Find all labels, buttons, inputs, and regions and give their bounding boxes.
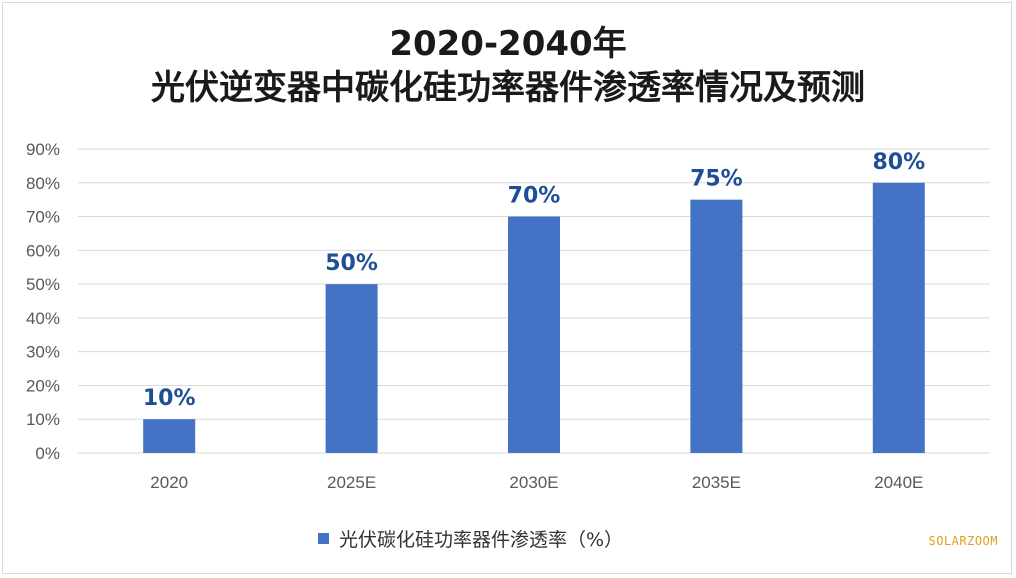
y-tick-label: 30% <box>26 343 60 362</box>
x-tick-label: 2025E <box>327 473 376 492</box>
x-tick-label: 2020 <box>150 473 188 492</box>
x-tick-label: 2035E <box>692 473 741 492</box>
x-tick-label: 2030E <box>509 473 558 492</box>
y-tick-label: 60% <box>26 241 60 260</box>
bar <box>143 419 196 453</box>
watermark: SOLARZOOM <box>928 534 998 548</box>
legend-swatch <box>318 532 329 544</box>
x-tick-label: 2040E <box>874 473 923 492</box>
data-label: 10% <box>143 386 196 411</box>
data-label: 70% <box>508 184 561 209</box>
y-tick-label: 0% <box>35 444 60 463</box>
y-tick-label: 20% <box>26 376 60 395</box>
legend-label: 光伏碳化硅功率器件渗透率（%） <box>339 528 624 551</box>
y-tick-label: 40% <box>26 309 60 328</box>
bar <box>508 216 560 453</box>
chart-title-line1: 2020-2040年 <box>389 24 627 64</box>
data-label: 75% <box>690 167 743 192</box>
bar <box>872 182 925 453</box>
y-tick-label: 70% <box>26 208 60 227</box>
y-tick-label: 80% <box>26 174 60 193</box>
bar <box>690 199 743 453</box>
data-label: 50% <box>325 251 378 276</box>
chart-title-line2: 光伏逆变器中碳化硅功率器件渗透率情况及预测 <box>151 68 865 108</box>
y-tick-label: 50% <box>26 275 60 294</box>
legend: 光伏碳化硅功率器件渗透率（%） <box>318 524 623 552</box>
y-tick-label: 10% <box>26 410 60 429</box>
data-label: 80% <box>872 150 925 175</box>
bar <box>325 284 378 453</box>
y-tick-label: 90% <box>26 140 60 159</box>
